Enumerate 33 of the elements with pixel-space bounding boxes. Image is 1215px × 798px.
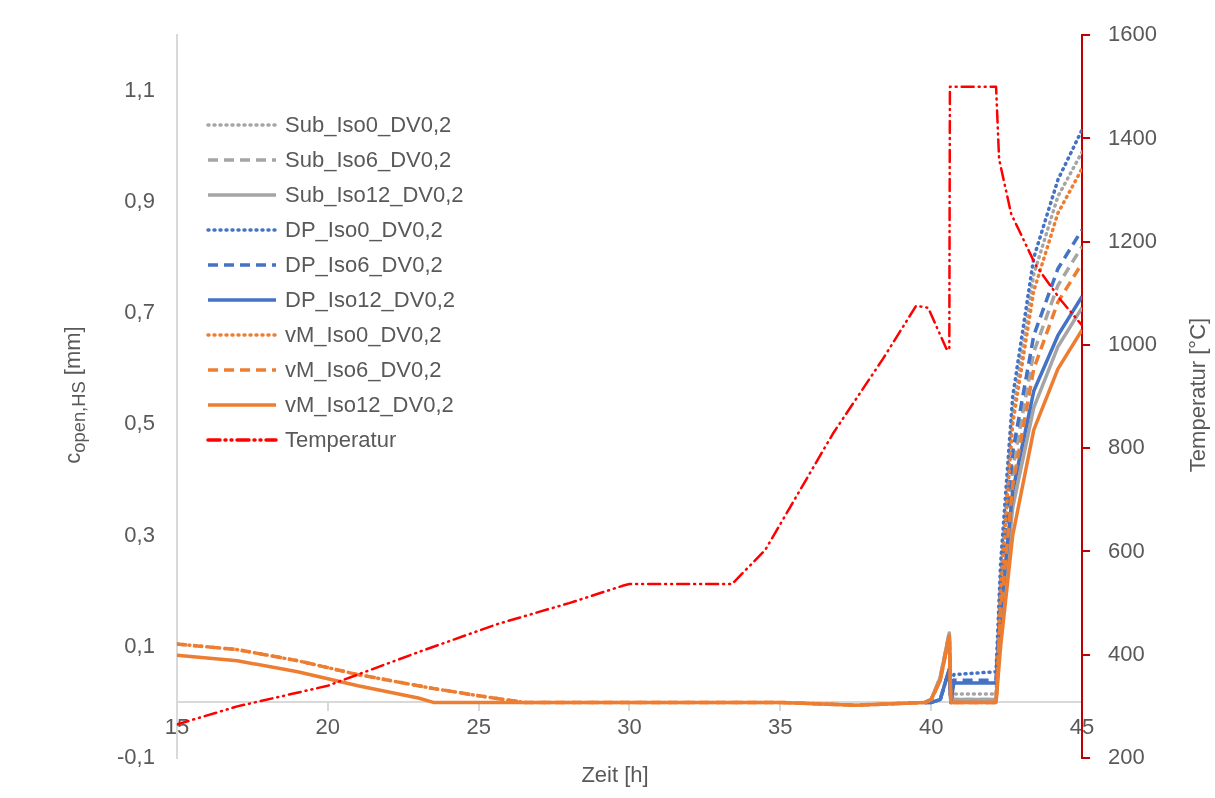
x-tick-label: 20 (315, 713, 341, 739)
y2-tick-label: 1000 (1108, 331, 1158, 357)
legend-label: DP_Iso6_DV0,2 (285, 252, 443, 278)
x-tick-label: 30 (617, 713, 642, 739)
y2-tick-label: 400 (1108, 640, 1145, 666)
y-tick-label: 1,1 (124, 76, 155, 102)
y2-tick-label: 1400 (1108, 124, 1158, 150)
legend-label: vM_Iso0_DV0,2 (285, 322, 442, 348)
x-axis-title: Zeit [h] (581, 762, 649, 787)
legend-label: Sub_Iso12_DV0,2 (285, 182, 464, 208)
y-tick-label: 0,5 (124, 410, 155, 436)
y-tick-label: 0,1 (124, 632, 155, 658)
legend-label: Temperatur (285, 427, 397, 453)
y2-tick-label: 800 (1108, 434, 1145, 460)
x-tick-label: 25 (466, 713, 491, 739)
legend-label: Sub_Iso6_DV0,2 (285, 147, 452, 173)
y2-tick-label: 1600 (1108, 21, 1158, 47)
legend-label: Sub_Iso0_DV0,2 (285, 112, 452, 138)
y-tick-label: 0,7 (124, 299, 155, 325)
y2-tick-label: 200 (1108, 744, 1145, 770)
legend-label: vM_Iso12_DV0,2 (285, 392, 454, 418)
y-tick-label: 0,9 (124, 188, 155, 214)
legend-label: DP_Iso12_DV0,2 (285, 287, 455, 313)
y2-tick-label: 600 (1108, 537, 1145, 563)
y2-tick-label: 1200 (1108, 227, 1158, 253)
legend-label: DP_Iso0_DV0,2 (285, 217, 443, 243)
legend-label: vM_Iso6_DV0,2 (285, 357, 442, 383)
x-tick-label: 35 (768, 713, 793, 739)
x-tick-label: 15 (164, 713, 190, 739)
y2-axis-title: Temperatur [°C] (1185, 317, 1211, 473)
x-tick-label: 40 (918, 713, 944, 739)
y-tick-label: -0,1 (116, 744, 155, 770)
y-tick-label: 0,3 (124, 521, 155, 547)
